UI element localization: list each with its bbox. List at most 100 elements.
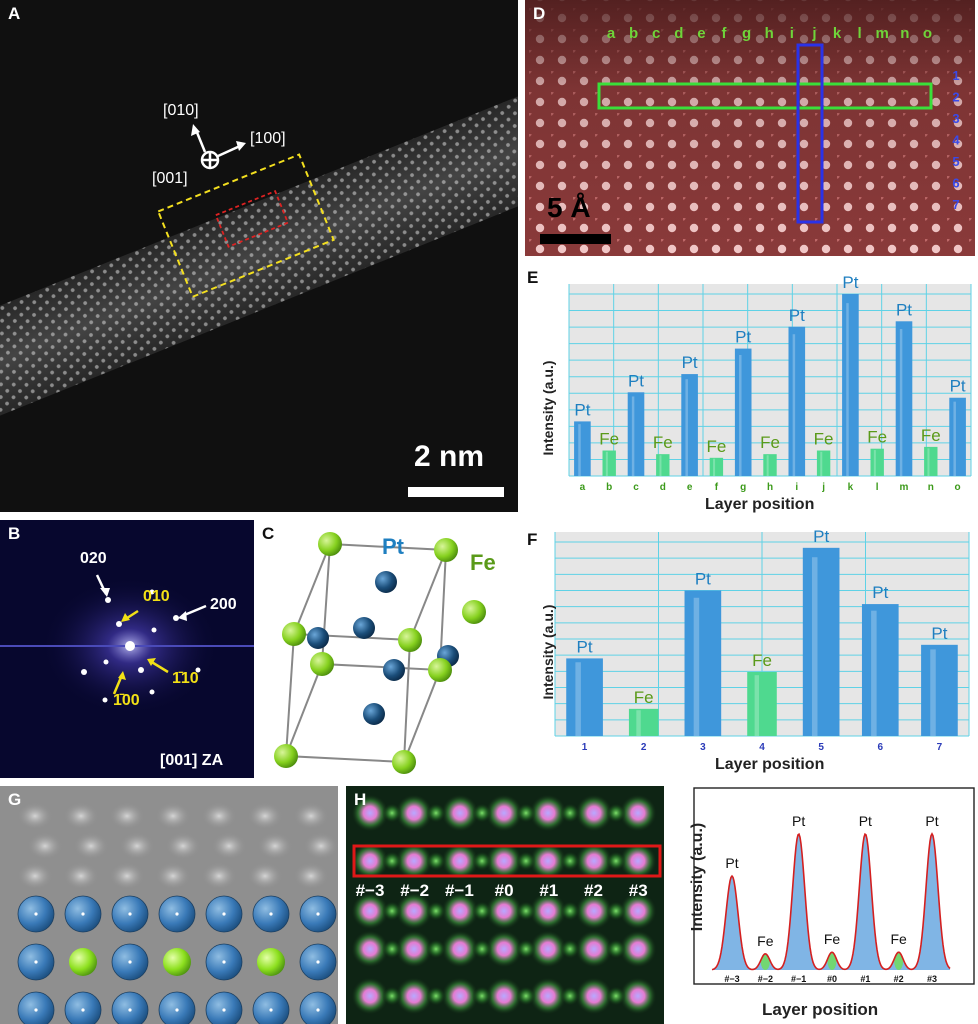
peak-label: Fe [752, 651, 772, 670]
peak-label: Pt [931, 624, 947, 643]
atom-center [222, 960, 226, 964]
peak-label: Pt [574, 400, 590, 419]
fe-column-spot [606, 901, 626, 921]
pt-atom [252, 991, 290, 1024]
fe-column-spot [516, 939, 536, 959]
profile-bar [747, 671, 777, 736]
bar-highlight [575, 662, 581, 736]
row-number: 6 [952, 176, 959, 191]
atom-center [269, 1008, 273, 1012]
pt-column-spot [529, 794, 567, 832]
pt-column-spot [395, 892, 433, 930]
pt-column-spot [619, 977, 657, 1015]
image-blob [201, 802, 237, 830]
bar-highlight [792, 334, 796, 476]
column-letter: m [876, 25, 889, 42]
fe-column-spot [426, 851, 446, 871]
pt-column-spot [351, 842, 389, 880]
pt-column-spot [485, 930, 523, 968]
image-blob [63, 862, 99, 890]
panel-label-f: F [527, 530, 538, 549]
bar-highlight [605, 451, 608, 476]
peak-label: Pt [925, 813, 938, 829]
profile-bar [870, 448, 884, 476]
fe-column-spot [382, 986, 402, 1006]
x-tick-label: 6 [878, 742, 884, 753]
image-blob [165, 832, 201, 860]
direction-axes [194, 129, 241, 170]
position-label: #0 [495, 881, 514, 900]
fe-column-spot [516, 803, 536, 823]
column-letter: n [900, 25, 909, 42]
column-letter: l [858, 25, 862, 42]
x-tick-label: k [848, 482, 854, 493]
x-tick-label: #2 [894, 974, 904, 984]
image-blob [73, 832, 109, 860]
panel-b: B 020 200 010 1̄10 1̄00 [001] ZA [0, 520, 254, 778]
fe-column-spot [426, 901, 446, 921]
panel-g-image [0, 786, 338, 1024]
peak-label: Fe [653, 433, 673, 452]
x-tick-label: 3 [700, 742, 706, 753]
chart-e-ylabel: Intensity (a.u.) [540, 360, 556, 456]
simulated-lattice [351, 794, 657, 1015]
fe-peak-fill [894, 952, 904, 970]
scalebar-a-label: 2 nm [414, 440, 485, 473]
scalebar-d [540, 234, 611, 244]
panel-f: Pt 1 Fe 2 Pt 3 Fe 4 Pt 5 Pt 6 Pt 7 F Intensity (a.u.)… [525, 526, 975, 780]
profile-bar [816, 450, 831, 476]
bar-highlight [846, 303, 849, 476]
column-letter: b [629, 25, 638, 42]
red-region-box [214, 189, 290, 248]
pt-atom [111, 991, 149, 1024]
pt-column-spot [575, 930, 613, 968]
bar-highlight [766, 455, 769, 476]
x-tick-label: d [660, 482, 666, 493]
peak-label: Fe [706, 437, 726, 456]
profile-bar [684, 590, 722, 736]
profile-bar [949, 397, 966, 476]
peak-label: Pt [896, 300, 912, 319]
peak-label: Fe [824, 931, 841, 947]
pt-column-spot [575, 842, 613, 880]
legend-pt: Pt [382, 534, 404, 559]
profile-bar [602, 450, 616, 476]
peak-label: Fe [760, 433, 780, 452]
spot-100: 1̄00 [113, 692, 140, 709]
fe-column-spot [382, 939, 402, 959]
peak-label: Fe [890, 931, 907, 947]
image-blob [247, 802, 283, 830]
image-blob [257, 832, 293, 860]
fe-column-spot [426, 939, 446, 959]
row-number: 1 [952, 68, 959, 83]
profile-bar [802, 547, 840, 736]
column-letter: f [722, 25, 728, 42]
peak-label: Pt [842, 273, 858, 292]
direction-001: [001] [152, 170, 188, 187]
column-letter: e [697, 25, 705, 42]
bar-highlight [899, 329, 903, 476]
pt-column-spot [351, 794, 389, 832]
pt-column-spot [575, 892, 613, 930]
peak-label: Pt [859, 813, 872, 829]
x-tick-label: h [767, 482, 773, 493]
atom-center [128, 1008, 132, 1012]
profile-bar [627, 392, 645, 476]
row-numbers: 1 2 3 4 5 6 7 [952, 68, 960, 212]
fe-column-spot [516, 986, 536, 1006]
bar-highlight [820, 451, 823, 476]
bar-highlight [873, 450, 876, 476]
atom-center [269, 912, 273, 916]
peak-label: Fe [921, 426, 941, 445]
image-blob [293, 862, 329, 890]
x-tick-label: 4 [759, 742, 765, 753]
image-blob [201, 862, 237, 890]
peak-label: Pt [628, 371, 644, 390]
pt-column-spot [485, 842, 523, 880]
profile-bar [656, 454, 670, 476]
x-tick-label: g [740, 482, 746, 493]
image-blob [109, 802, 145, 830]
panel-label-h: H [354, 790, 367, 809]
profile-bar [924, 446, 938, 476]
direction-100: [100] [250, 130, 286, 147]
